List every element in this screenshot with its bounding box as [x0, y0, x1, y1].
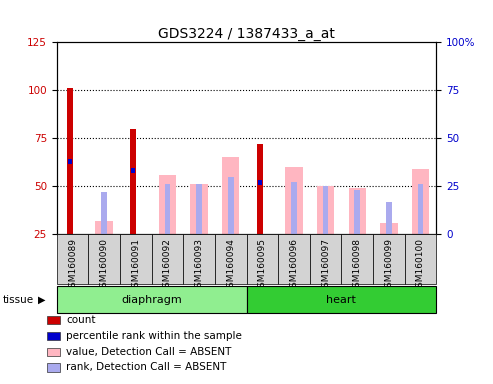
- Bar: [257, 144, 263, 234]
- Bar: [57, 234, 88, 284]
- Bar: [131, 169, 136, 173]
- Bar: [418, 184, 423, 234]
- Bar: [190, 184, 208, 234]
- Bar: [47, 348, 61, 356]
- Text: GSM160089: GSM160089: [68, 238, 77, 293]
- Bar: [405, 234, 436, 284]
- Bar: [257, 180, 262, 185]
- Bar: [183, 234, 215, 284]
- Bar: [68, 159, 72, 164]
- Bar: [47, 316, 61, 324]
- Bar: [323, 186, 328, 234]
- Text: GSM160100: GSM160100: [416, 238, 425, 293]
- Bar: [412, 169, 429, 234]
- Text: GSM160091: GSM160091: [131, 238, 141, 293]
- Bar: [291, 182, 297, 234]
- Text: GSM160096: GSM160096: [289, 238, 298, 293]
- Text: percentile rank within the sample: percentile rank within the sample: [66, 331, 242, 341]
- Text: value, Detection Call = ABSENT: value, Detection Call = ABSENT: [66, 347, 232, 357]
- Text: GSM160093: GSM160093: [195, 238, 204, 293]
- Bar: [47, 332, 61, 340]
- Bar: [215, 234, 246, 284]
- Bar: [341, 234, 373, 284]
- Bar: [96, 221, 113, 234]
- Text: GSM160095: GSM160095: [258, 238, 267, 293]
- Text: ▶: ▶: [38, 295, 45, 305]
- Bar: [101, 192, 107, 234]
- Text: tissue: tissue: [2, 295, 34, 305]
- Bar: [373, 234, 405, 284]
- Bar: [57, 286, 246, 313]
- Bar: [317, 186, 334, 234]
- Text: count: count: [66, 315, 96, 325]
- Bar: [152, 234, 183, 284]
- Bar: [354, 190, 360, 234]
- Text: GSM160099: GSM160099: [385, 238, 393, 293]
- Title: GDS3224 / 1387433_a_at: GDS3224 / 1387433_a_at: [158, 27, 335, 41]
- Bar: [246, 286, 436, 313]
- Bar: [278, 234, 310, 284]
- Bar: [349, 188, 366, 234]
- Text: rank, Detection Call = ABSENT: rank, Detection Call = ABSENT: [66, 362, 227, 372]
- Text: GSM160097: GSM160097: [321, 238, 330, 293]
- Text: heart: heart: [326, 295, 356, 305]
- Bar: [165, 184, 170, 234]
- Bar: [246, 234, 278, 284]
- Bar: [88, 234, 120, 284]
- Bar: [380, 223, 397, 234]
- Bar: [196, 184, 202, 234]
- Bar: [386, 202, 392, 234]
- Bar: [120, 234, 152, 284]
- Bar: [310, 234, 341, 284]
- Text: GSM160090: GSM160090: [100, 238, 108, 293]
- Bar: [159, 175, 176, 234]
- Bar: [131, 129, 136, 234]
- Text: GSM160098: GSM160098: [352, 238, 362, 293]
- Text: GSM160094: GSM160094: [226, 238, 235, 293]
- Bar: [47, 363, 61, 372]
- Text: diaphragm: diaphragm: [121, 295, 182, 305]
- Text: GSM160092: GSM160092: [163, 238, 172, 293]
- Bar: [285, 167, 303, 234]
- Bar: [228, 177, 234, 234]
- Bar: [67, 88, 73, 234]
- Bar: [222, 157, 240, 234]
